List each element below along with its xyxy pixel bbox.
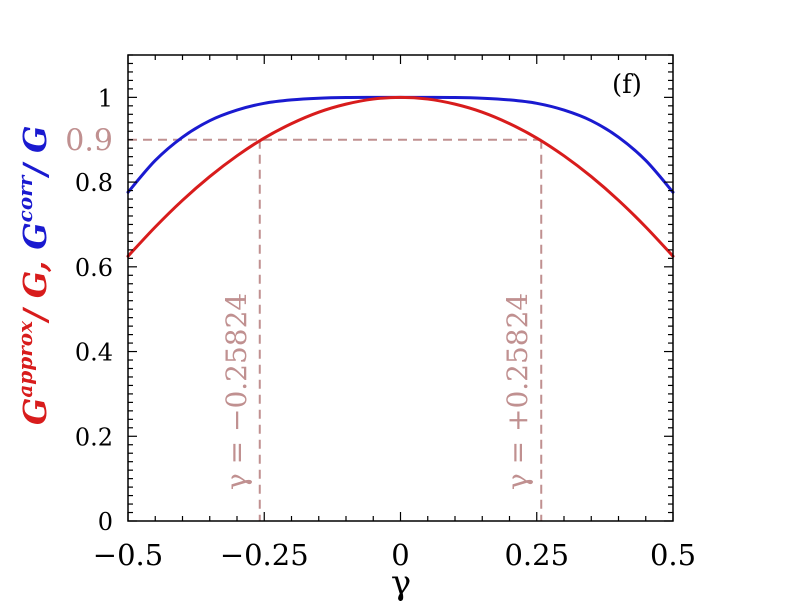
panel-label: (f) — [612, 70, 642, 100]
reference-vline-label: γ = +0.25824 — [501, 293, 534, 490]
x-tick-label: 0 — [391, 538, 409, 572]
y-axis-label: Gapprox/ G, Gcorr/ G — [13, 126, 54, 425]
y-axis-label-part: G — [16, 222, 54, 249]
x-tick-label: −0.5 — [93, 538, 163, 572]
y-tick-label: 0.2 — [75, 423, 113, 451]
y-axis-label-part: approx — [13, 320, 37, 398]
series-layer — [126, 95, 675, 258]
y-tick-label: 0 — [98, 508, 113, 536]
x-tick-label: 0.5 — [650, 538, 696, 572]
ticks — [127, 54, 674, 522]
tick-labels: −0.5 −0.25 0 0.25 0.5 0 0.2 0.4 0.6 0.8 1 — [75, 84, 696, 572]
y-tick-label: 1 — [98, 84, 113, 112]
y-tick-label: 0.4 — [75, 339, 113, 367]
series-line — [126, 95, 675, 258]
y-axis-label-part: corr — [13, 174, 37, 222]
y-axis-label-part: G — [16, 398, 54, 425]
y-axis-label-part: / G, — [16, 250, 54, 324]
x-axis-label: γ — [391, 563, 411, 603]
y-axis-label-part: / G — [16, 126, 54, 179]
reference-vline-label: γ = −0.25824 — [220, 293, 253, 490]
reference-hline-label: 0.9 — [65, 124, 113, 159]
reference-lines: γ = −0.25824 γ = +0.25824 0.9 — [65, 124, 543, 521]
y-tick-label: 0.6 — [75, 254, 113, 282]
x-tick-label: 0.25 — [504, 538, 569, 572]
y-tick-label: 0.8 — [75, 169, 113, 197]
plot-frame — [127, 54, 674, 522]
x-tick-label: −0.25 — [220, 538, 309, 572]
